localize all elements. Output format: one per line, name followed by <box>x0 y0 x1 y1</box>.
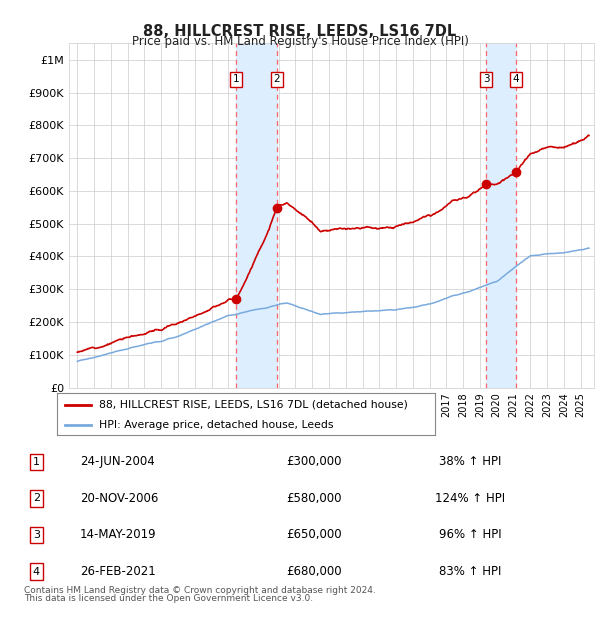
Text: Price paid vs. HM Land Registry's House Price Index (HPI): Price paid vs. HM Land Registry's House … <box>131 35 469 48</box>
Bar <box>236 43 277 388</box>
Text: £650,000: £650,000 <box>286 528 342 541</box>
Text: This data is licensed under the Open Government Licence v3.0.: This data is licensed under the Open Gov… <box>24 593 313 603</box>
Text: 83% ↑ HPI: 83% ↑ HPI <box>439 565 502 578</box>
Text: HPI: Average price, detached house, Leeds: HPI: Average price, detached house, Leed… <box>98 420 333 430</box>
Text: 96% ↑ HPI: 96% ↑ HPI <box>439 528 502 541</box>
Text: 1: 1 <box>33 457 40 467</box>
Text: 1: 1 <box>233 74 240 84</box>
Text: 26-FEB-2021: 26-FEB-2021 <box>80 565 155 578</box>
Text: £580,000: £580,000 <box>286 492 342 505</box>
Bar <box>486 43 516 388</box>
Text: 2: 2 <box>33 494 40 503</box>
Text: £300,000: £300,000 <box>286 455 342 468</box>
Text: 4: 4 <box>33 567 40 577</box>
Text: 38% ↑ HPI: 38% ↑ HPI <box>439 455 502 468</box>
Text: 88, HILLCREST RISE, LEEDS, LS16 7DL: 88, HILLCREST RISE, LEEDS, LS16 7DL <box>143 24 457 38</box>
Text: 20-NOV-2006: 20-NOV-2006 <box>80 492 158 505</box>
Text: £680,000: £680,000 <box>286 565 342 578</box>
Text: 88, HILLCREST RISE, LEEDS, LS16 7DL (detached house): 88, HILLCREST RISE, LEEDS, LS16 7DL (det… <box>98 400 407 410</box>
Text: Contains HM Land Registry data © Crown copyright and database right 2024.: Contains HM Land Registry data © Crown c… <box>24 586 376 595</box>
Text: 124% ↑ HPI: 124% ↑ HPI <box>436 492 505 505</box>
Text: 3: 3 <box>483 74 490 84</box>
Text: 3: 3 <box>33 530 40 540</box>
Text: 2: 2 <box>274 74 280 84</box>
Text: 24-JUN-2004: 24-JUN-2004 <box>80 455 155 468</box>
Text: 4: 4 <box>512 74 520 84</box>
Text: 14-MAY-2019: 14-MAY-2019 <box>80 528 157 541</box>
